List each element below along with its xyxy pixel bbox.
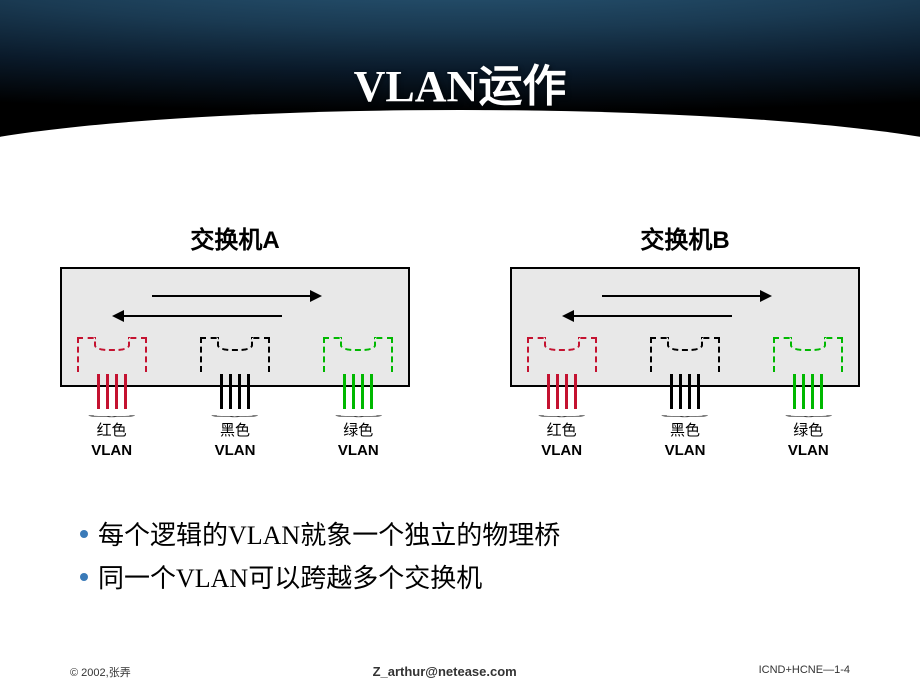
vlan-groups: ⏟ 红色VLAN ⏟ 黑色VLAN ⏟ 绿色VLAN: [510, 337, 860, 460]
port-icon: [670, 374, 673, 409]
bullet-item: 每个逻辑的VLAN就象一个独立的物理桥: [80, 515, 860, 552]
bullet-list: 每个逻辑的VLAN就象一个独立的物理桥同一个VLAN可以跨越多个交换机: [60, 515, 860, 595]
port-icon: [115, 374, 118, 409]
brace-icon: ⏟: [784, 410, 832, 416]
port-icon: [238, 374, 241, 409]
slide-header: VLAN运作: [0, 0, 920, 140]
vlan-group: ⏟ 绿色VLAN: [318, 337, 398, 460]
vlan-ports: [343, 374, 373, 409]
slide-title: VLAN运作: [354, 50, 567, 114]
vlan-box-icon: [773, 337, 843, 372]
vlan-group: ⏟ 黑色VLAN: [645, 337, 725, 460]
vlan-label: 红色VLAN: [541, 421, 582, 460]
bullet-text: 同一个VLAN可以跨越多个交换机: [98, 558, 482, 595]
traffic-arrows: [532, 287, 838, 337]
port-icon: [229, 374, 232, 409]
bullet-dot-icon: [80, 573, 88, 581]
port-icon: [820, 374, 823, 409]
port-icon: [556, 374, 559, 409]
port-icon: [802, 374, 805, 409]
switch-block: 交换机B ⏟ 红色VLAN ⏟ 黑色VLAN ⏟ 绿色VLAN: [510, 220, 860, 460]
bullet-item: 同一个VLAN可以跨越多个交换机: [80, 558, 860, 595]
arrow-right-icon: [152, 295, 312, 297]
vlan-box-icon: [200, 337, 270, 372]
vlan-box-icon: [77, 337, 147, 372]
port-icon: [97, 374, 100, 409]
brace-icon: ⏟: [211, 410, 259, 416]
vlan-label: 红色VLAN: [91, 421, 132, 460]
port-icon: [811, 374, 814, 409]
arrow-left-icon: [122, 315, 282, 317]
brace-icon: ⏟: [334, 410, 382, 416]
port-icon: [220, 374, 223, 409]
switch-label: 交换机A: [60, 220, 410, 255]
vlan-ports: [97, 374, 127, 409]
switches-row: 交换机A ⏟ 红色VLAN ⏟ 黑色VLAN ⏟ 绿色VLAN 交换机B ⏟ 红色VLAN ⏟ 黑色V…: [60, 220, 860, 460]
vlan-groups: ⏟ 红色VLAN ⏟ 黑色VLAN ⏟ 绿色VLAN: [60, 337, 410, 460]
arrow-right-icon: [602, 295, 762, 297]
bullet-text: 每个逻辑的VLAN就象一个独立的物理桥: [98, 515, 560, 552]
switch-block: 交换机A ⏟ 红色VLAN ⏟ 黑色VLAN ⏟ 绿色VLAN: [60, 220, 410, 460]
vlan-group: ⏟ 绿色VLAN: [768, 337, 848, 460]
vlan-box-icon: [527, 337, 597, 372]
vlan-label: 黑色VLAN: [665, 421, 706, 460]
port-icon: [352, 374, 355, 409]
slide-content: 交换机A ⏟ 红色VLAN ⏟ 黑色VLAN ⏟ 绿色VLAN 交换机B ⏟ 红色VLAN ⏟ 黑色V…: [0, 140, 920, 621]
vlan-ports: [547, 374, 577, 409]
port-icon: [547, 374, 550, 409]
port-icon: [124, 374, 127, 409]
brace-icon: ⏟: [661, 410, 709, 416]
brace-icon: ⏟: [538, 410, 586, 416]
vlan-group: ⏟ 红色VLAN: [72, 337, 152, 460]
vlan-group: ⏟ 红色VLAN: [522, 337, 602, 460]
vlan-ports: [220, 374, 250, 409]
port-icon: [247, 374, 250, 409]
port-icon: [697, 374, 700, 409]
footer-right: ICND+HCNE—1-4: [759, 664, 850, 680]
traffic-arrows: [82, 287, 388, 337]
port-icon: [688, 374, 691, 409]
vlan-group: ⏟ 黑色VLAN: [195, 337, 275, 460]
port-icon: [106, 374, 109, 409]
port-icon: [343, 374, 346, 409]
bullet-dot-icon: [80, 530, 88, 538]
arrow-left-icon: [572, 315, 732, 317]
vlan-ports: [793, 374, 823, 409]
vlan-ports: [670, 374, 700, 409]
vlan-label: 绿色VLAN: [788, 421, 829, 460]
footer-center: Z_arthur@netease.com: [373, 664, 517, 680]
vlan-label: 绿色VLAN: [338, 421, 379, 460]
port-icon: [793, 374, 796, 409]
port-icon: [565, 374, 568, 409]
switch-label: 交换机B: [510, 220, 860, 255]
port-icon: [679, 374, 682, 409]
vlan-label: 黑色VLAN: [215, 421, 256, 460]
port-icon: [370, 374, 373, 409]
slide-footer: © 2002,张弄 Z_arthur@netease.com ICND+HCNE…: [0, 664, 920, 680]
vlan-box-icon: [323, 337, 393, 372]
port-icon: [574, 374, 577, 409]
brace-icon: ⏟: [88, 410, 136, 416]
port-icon: [361, 374, 364, 409]
footer-left: © 2002,张弄: [70, 664, 131, 680]
vlan-box-icon: [650, 337, 720, 372]
